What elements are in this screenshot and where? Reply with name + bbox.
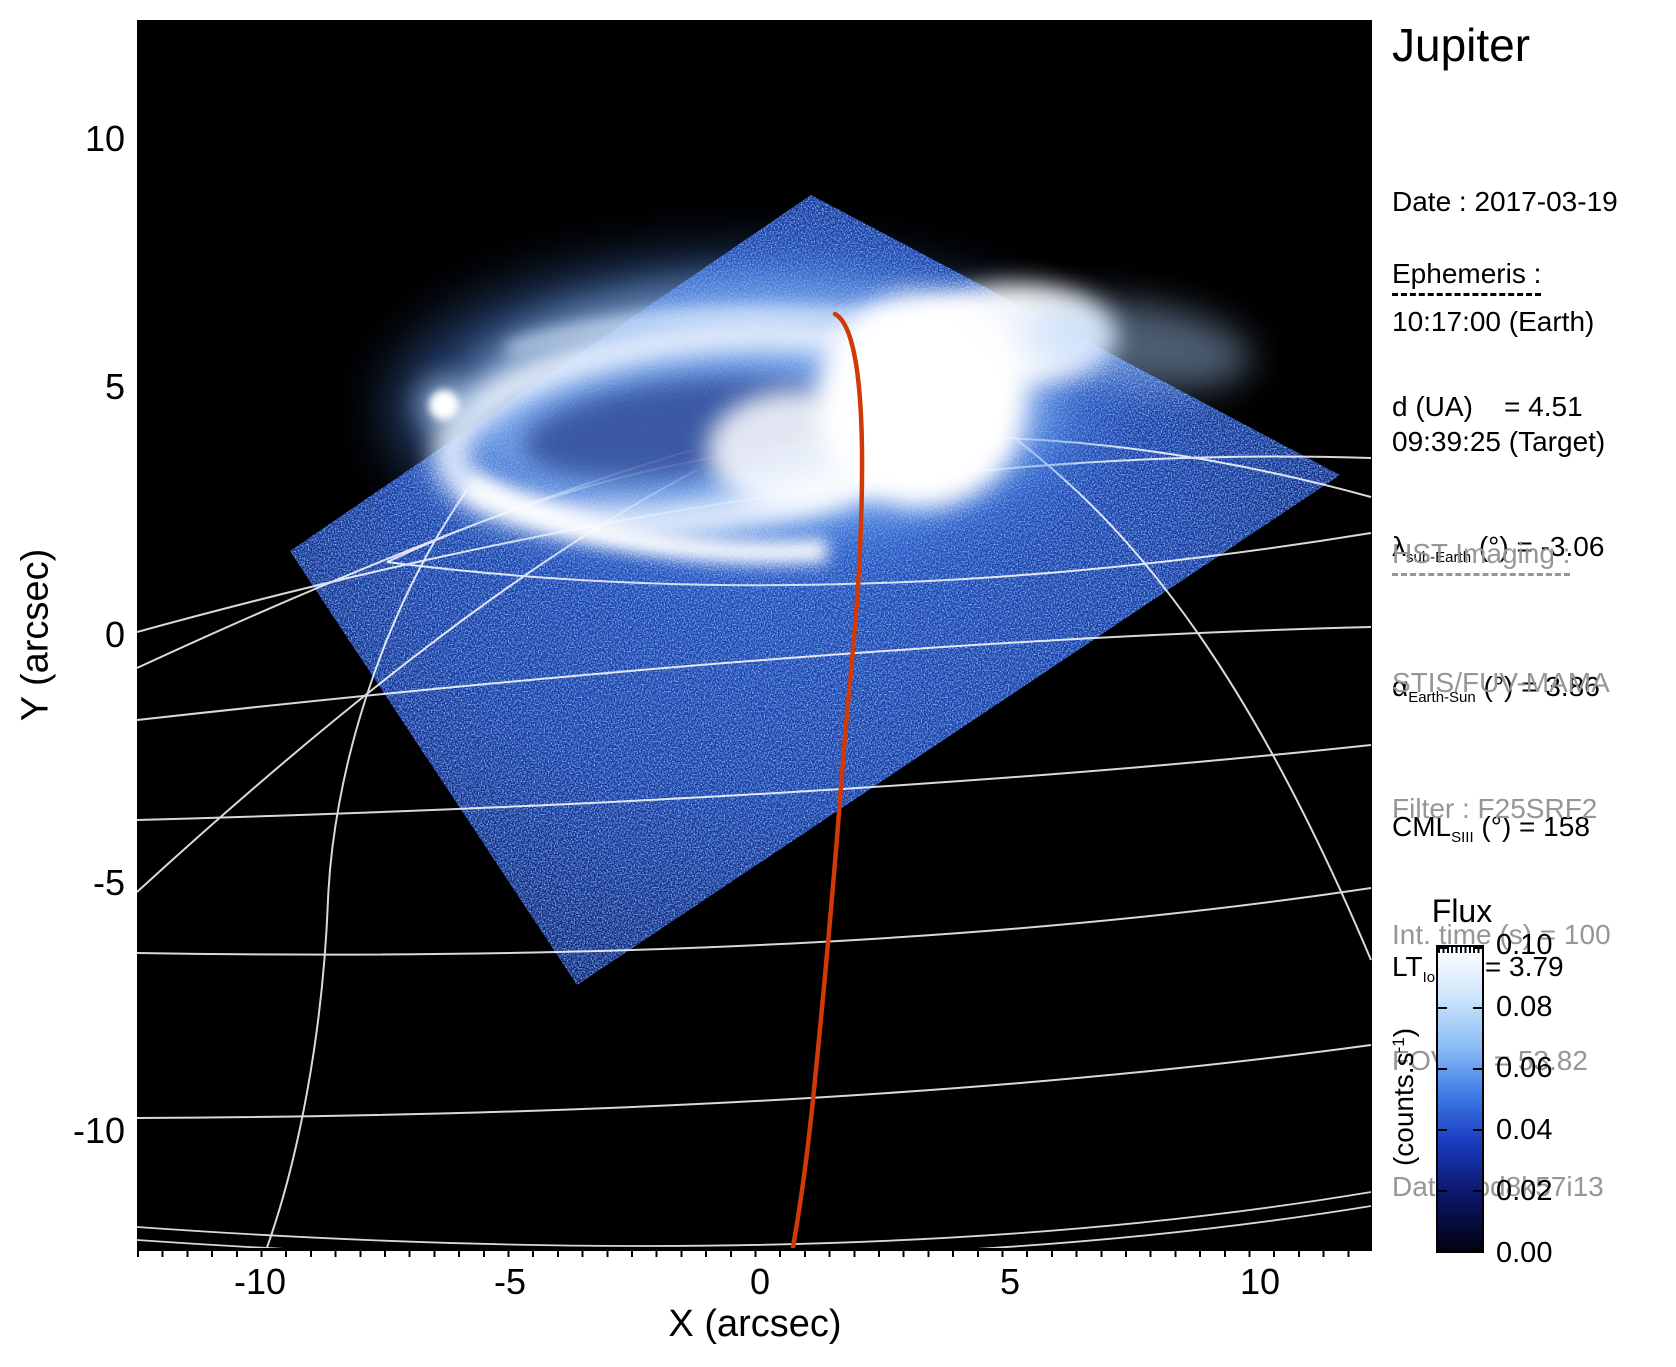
x-tick-0: 0: [749, 1261, 771, 1302]
hst-inttime-line: Int. time (s) = 100: [1392, 919, 1611, 950]
observation-datetime: Date : 2017-03-19 10:17:00 (Earth) 09:39…: [1392, 102, 1618, 542]
y-tick-10: 10: [84, 118, 125, 159]
ephemeris-row-alpha: αEarth-Sun (°) = 3.86: [1392, 671, 1600, 706]
y-tick-m5: -5: [92, 862, 125, 903]
colorbar: [1436, 945, 1484, 1253]
colorbar-title: Flux: [1431, 893, 1493, 929]
target-time-line: 09:39:25 (Target): [1392, 426, 1606, 457]
hst-instrument-line: STIS/FUV-MAMA: [1392, 667, 1610, 698]
y-tick-0: 0: [104, 614, 125, 655]
colorbar-tick-010: 0.10: [1496, 929, 1553, 961]
earth-time-line: 10:17:00 (Earth): [1392, 306, 1595, 337]
hst-filter-line: Filter : F25SRF2: [1392, 793, 1598, 824]
plot-area: [137, 20, 1372, 1251]
colorbar-tick-006: 0.06: [1496, 1052, 1553, 1084]
x-tick-10: 10: [1239, 1261, 1281, 1302]
x-tick-m10: -10: [233, 1261, 287, 1302]
colorbar-tick-004: 0.04: [1496, 1114, 1553, 1146]
date-line: Date : 2017-03-19: [1392, 186, 1618, 217]
ephemeris-heading: Ephemeris :: [1392, 258, 1542, 296]
x-tick-m5: -5: [493, 1261, 526, 1302]
x-tick-5: 5: [999, 1261, 1021, 1302]
colorbar-tick-008: 0.08: [1496, 991, 1553, 1023]
colorbar-tick-000: 0.00: [1496, 1237, 1553, 1269]
x-axis-minor-ticks: [137, 1248, 1372, 1257]
aurora-emission: [387, 255, 1252, 565]
meridian-track-line: [790, 311, 865, 1248]
y-axis-label: Y (arcsec): [14, 548, 57, 722]
x-axis-label: X (arcsec): [668, 1303, 842, 1345]
jupiter-fuv-image: [137, 195, 1372, 1248]
colorbar-minor-ticks: [1438, 947, 1482, 953]
page-title: Jupiter: [1392, 19, 1531, 71]
ephemeris-row-d: d (UA) = 4.51: [1392, 391, 1583, 422]
ephemeris-row-cml: CMLSIII (°) = 158: [1392, 811, 1590, 846]
colorbar-unit-label: (counts.s-1): [1388, 1027, 1419, 1167]
colorbar-tick-002: 0.02: [1496, 1175, 1553, 1207]
y-tick-5: 5: [104, 366, 125, 407]
y-tick-m10: -10: [72, 1110, 125, 1151]
hst-imaging-heading: HST Imaging :: [1392, 538, 1571, 576]
ephemeris-row-lambda: λsub-Earth (°) = -3.06: [1392, 531, 1605, 566]
io-footprint-spot: [429, 390, 459, 420]
